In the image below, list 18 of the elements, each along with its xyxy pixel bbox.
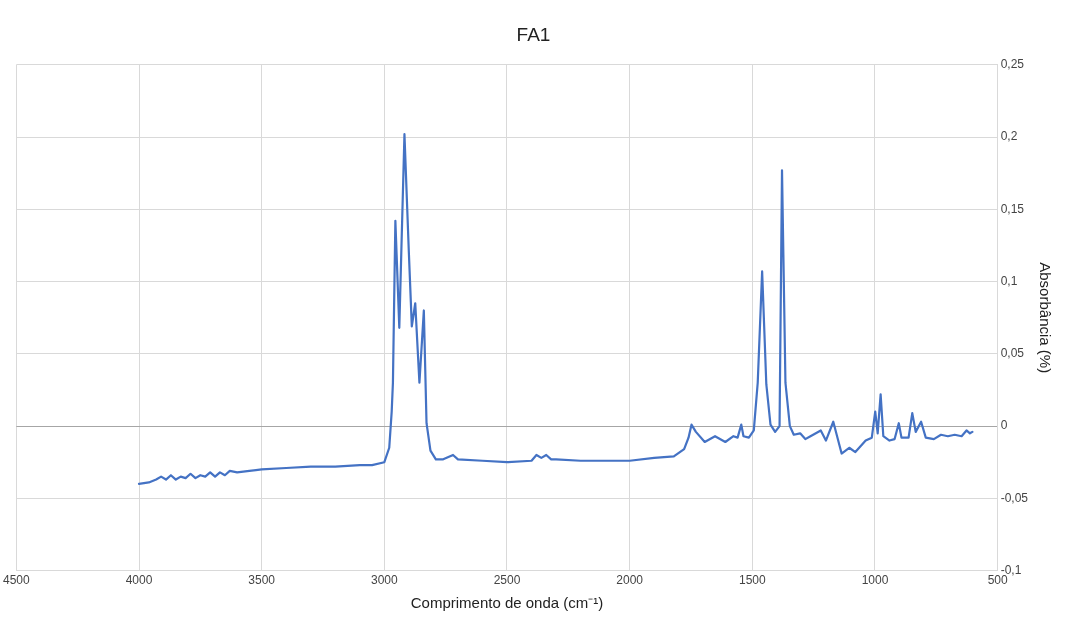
y-tick-label: 0,2 <box>1000 129 1018 144</box>
x-tick-label: 2000 <box>616 573 644 588</box>
x-tick-label: 3000 <box>370 573 399 588</box>
x-tick-label: 1500 <box>738 573 766 588</box>
y-tick-label: 0,25 <box>1000 57 1025 72</box>
x-tick-label: 3500 <box>248 573 276 588</box>
y-tick-label: 0,1 <box>1000 273 1018 288</box>
chart-title: FA1 <box>516 23 551 45</box>
y-tick-label: 0,15 <box>1000 201 1025 216</box>
x-tick-label: 2500 <box>493 573 521 588</box>
y-axis-title: Absorbância (%) <box>1036 262 1054 374</box>
y-tick-label: 0 <box>1000 418 1008 433</box>
y-tick-label: 0,05 <box>1000 346 1025 361</box>
x-axis-title: Comprimento de onda (cm⁻¹) <box>410 594 604 612</box>
x-tick-label: 4500 <box>3 573 31 588</box>
y-tick-label: -0,05 <box>1000 490 1029 505</box>
x-tick-label: 1000 <box>861 573 889 588</box>
x-tick-label: 4000 <box>125 573 153 588</box>
